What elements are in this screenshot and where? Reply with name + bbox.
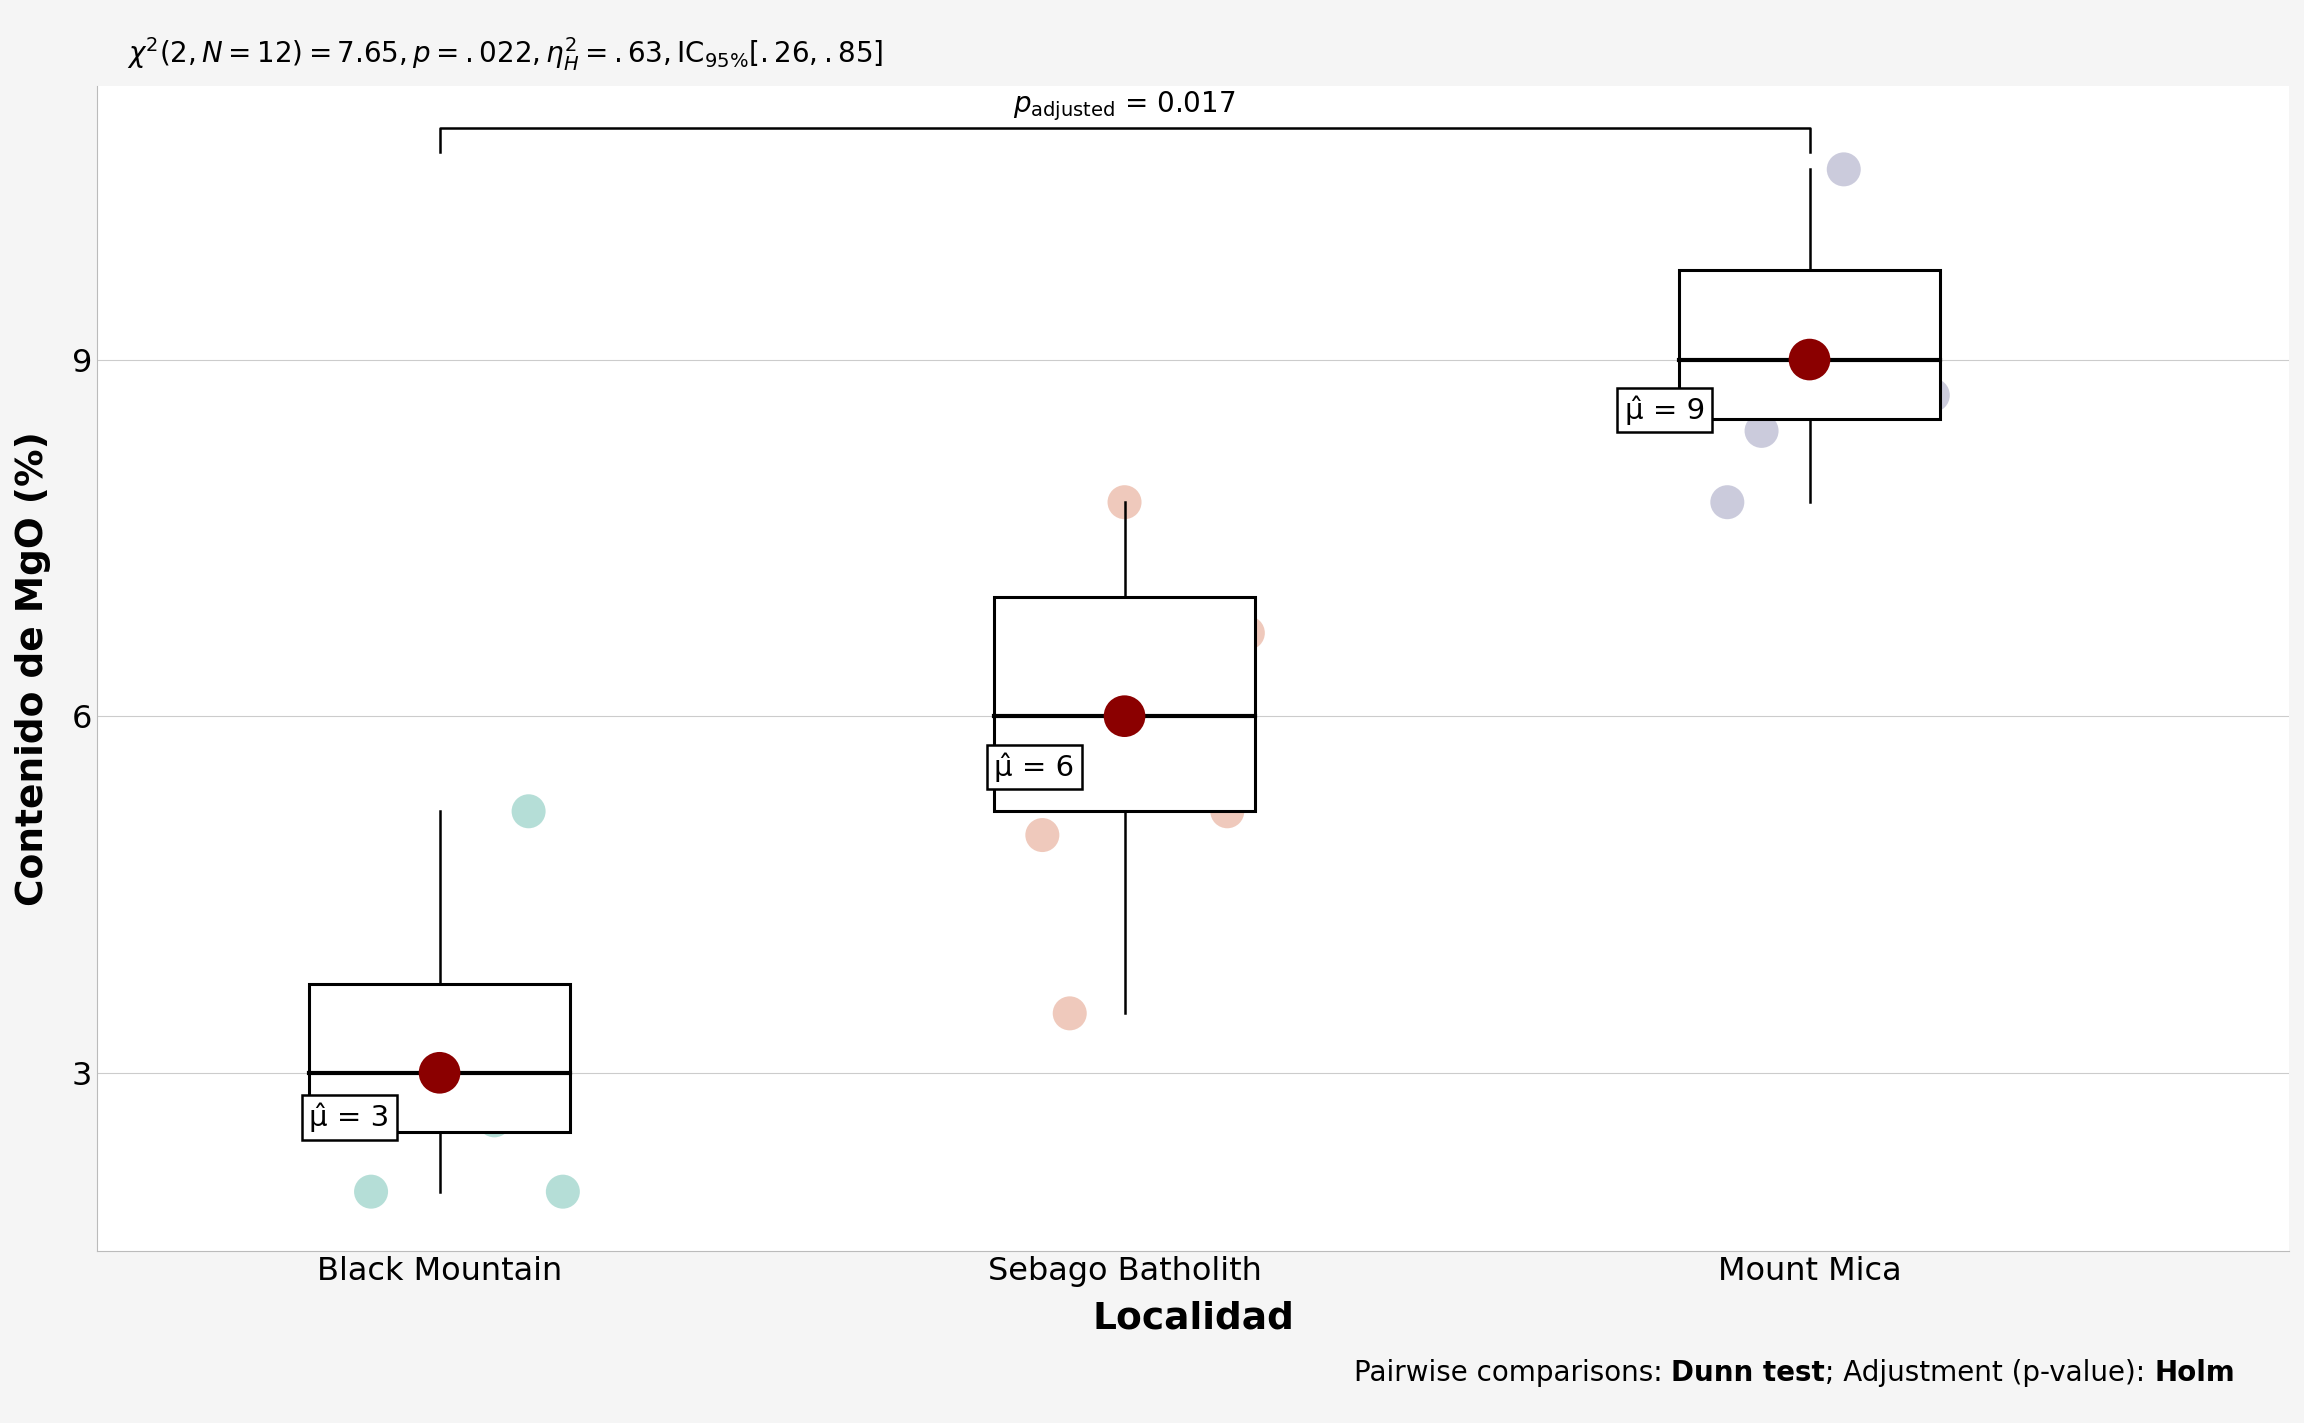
Point bbox=[422, 1062, 458, 1084]
Point bbox=[353, 1180, 389, 1202]
Point bbox=[1210, 800, 1246, 822]
X-axis label: Localidad: Localidad bbox=[1092, 1301, 1295, 1336]
Text: μ̂ = 3: μ̂ = 3 bbox=[309, 1103, 389, 1133]
Text: ; Adjustment (p-value):: ; Adjustment (p-value): bbox=[1825, 1359, 2154, 1387]
Point bbox=[1106, 704, 1143, 727]
Text: μ̂ = 6: μ̂ = 6 bbox=[995, 753, 1074, 781]
Bar bbox=[1680, 270, 1940, 418]
Bar bbox=[309, 983, 569, 1133]
Point bbox=[477, 1109, 514, 1131]
Point bbox=[380, 1002, 417, 1025]
Bar bbox=[995, 598, 1256, 811]
Text: Pairwise comparisons:: Pairwise comparisons: bbox=[1355, 1359, 1670, 1387]
Point bbox=[1710, 491, 1746, 514]
Text: $\chi^2(2,N=12) = 7.65, p = .022, \eta_H^2 = .63, \mathrm{IC}_{95\%}[.26,.85]$: $\chi^2(2,N=12) = 7.65, p = .022, \eta_H… bbox=[127, 36, 882, 74]
Text: Holm: Holm bbox=[2154, 1359, 2235, 1387]
Point bbox=[1744, 420, 1781, 443]
Point bbox=[544, 1180, 581, 1202]
Point bbox=[1790, 349, 1827, 371]
Point bbox=[1230, 622, 1267, 645]
Point bbox=[1106, 491, 1143, 514]
Point bbox=[1804, 324, 1841, 347]
Point bbox=[509, 800, 546, 822]
Text: μ̂ = 9: μ̂ = 9 bbox=[1624, 396, 1705, 425]
Text: Dunn test: Dunn test bbox=[1670, 1359, 1825, 1387]
Y-axis label: Contenido de MgO (%): Contenido de MgO (%) bbox=[16, 431, 51, 906]
Point bbox=[1915, 384, 1951, 407]
Point bbox=[1023, 824, 1060, 847]
Text: $p_{\mathrm{adjusted}}$ = 0.017: $p_{\mathrm{adjusted}}$ = 0.017 bbox=[1014, 90, 1235, 122]
Point bbox=[1051, 1002, 1087, 1025]
Point bbox=[1825, 158, 1862, 181]
